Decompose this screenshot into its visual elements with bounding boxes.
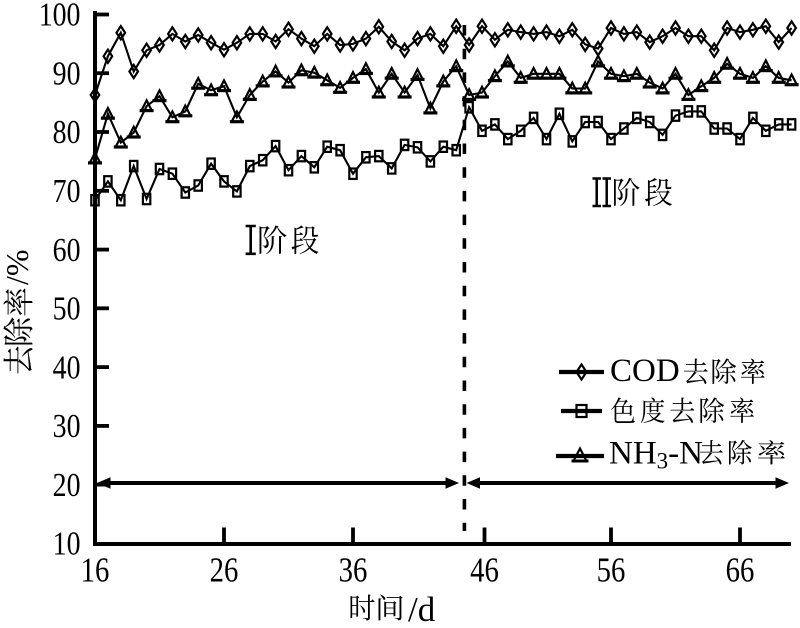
svg-text:/d: /d [408,590,436,628]
svg-text:COD: COD [610,353,680,389]
svg-text:NH3-N: NH3-N [609,435,703,473]
svg-text:90: 90 [53,54,81,92]
svg-text:70: 70 [53,171,81,209]
svg-text:10: 10 [53,524,81,562]
svg-text:56: 56 [597,550,626,589]
svg-text:36: 36 [339,550,368,589]
svg-text:/%: /% [0,249,35,285]
svg-text:40: 40 [53,348,81,386]
svg-text:46: 46 [470,550,499,589]
svg-text:100: 100 [39,0,81,33]
svg-text:80: 80 [53,113,81,151]
svg-text:66: 66 [726,550,755,589]
svg-text:26: 26 [210,550,239,589]
svg-text:16: 16 [81,550,110,589]
svg-text:50: 50 [53,289,81,327]
svg-text:60: 60 [53,230,81,268]
svg-text:20: 20 [53,465,81,503]
svg-text:30: 30 [53,406,81,444]
